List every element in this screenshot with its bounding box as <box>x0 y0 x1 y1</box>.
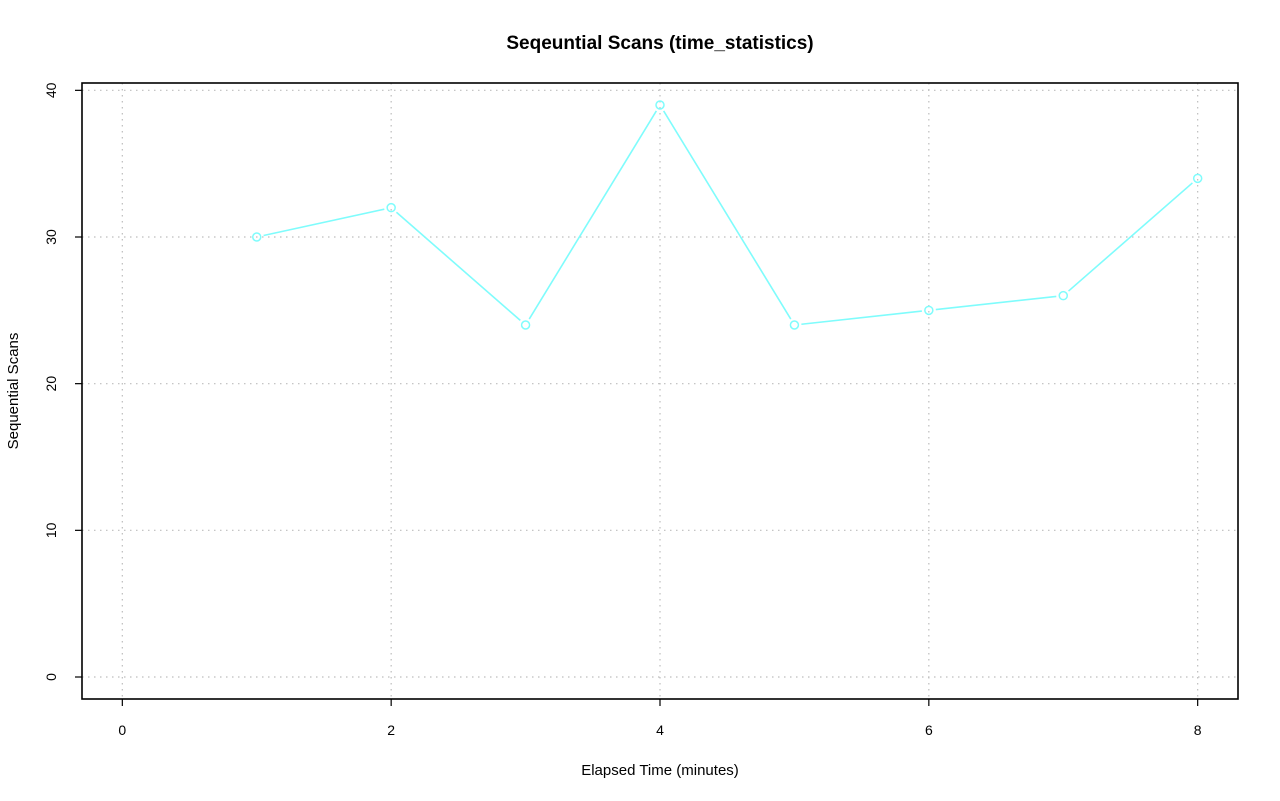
x-axis-label: Elapsed Time (minutes) <box>581 762 739 779</box>
data-point <box>1058 290 1069 301</box>
x-tick-label: 8 <box>1194 722 1202 738</box>
series-line-segment <box>662 110 792 320</box>
plot-frame <box>81 82 1239 700</box>
series <box>251 100 1203 330</box>
x-axis: 0 2 4 6 8 <box>118 699 1202 738</box>
data-point <box>1192 173 1203 184</box>
x-tick-label: 2 <box>387 722 395 738</box>
series-layer <box>251 100 1203 330</box>
data-point <box>386 202 396 213</box>
series-line-segment <box>1068 182 1193 292</box>
y-tick-label: 20 <box>43 376 59 392</box>
series-line-segment <box>528 110 658 320</box>
series-line-segment <box>801 310 922 326</box>
x-tick-label: 0 <box>118 722 126 738</box>
series-line-segment <box>935 295 1057 311</box>
grid-lines <box>82 83 1238 699</box>
data-point <box>655 100 665 110</box>
y-tick-label: 40 <box>43 82 59 98</box>
data-point <box>789 320 800 330</box>
y-tick-label: 30 <box>43 229 59 245</box>
y-tick-label: 10 <box>43 522 59 538</box>
data-point <box>520 320 531 330</box>
data-point <box>251 232 262 242</box>
x-tick-label: 6 <box>925 722 933 738</box>
chart-title: Seqeuntial Scans (time_statistics) <box>506 33 813 54</box>
y-axis-label: Sequential Scans <box>5 333 22 450</box>
x-tick-label: 4 <box>656 722 664 738</box>
series-line-segment <box>395 211 521 321</box>
data-point <box>924 305 934 316</box>
y-tick-label: 0 <box>43 673 59 681</box>
y-axis: 0 10 20 30 40 <box>43 82 82 681</box>
series-line-segment <box>263 208 385 237</box>
